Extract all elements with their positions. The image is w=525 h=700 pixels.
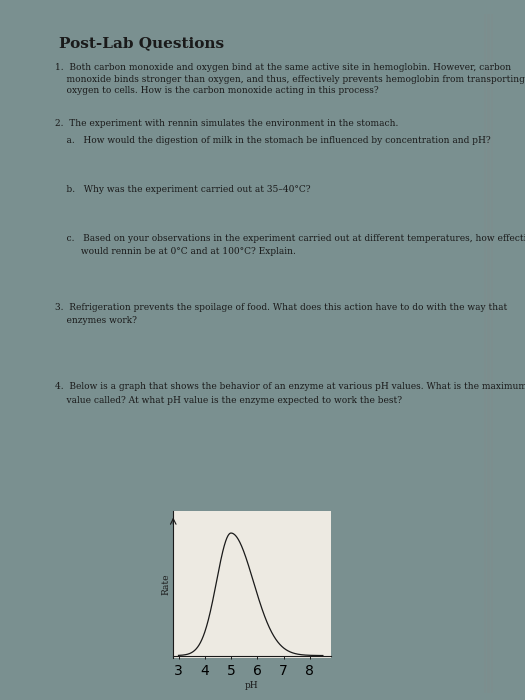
Text: 4.  Below is a graph that shows the behavior of an enzyme at various pH values. : 4. Below is a graph that shows the behav… — [55, 382, 525, 391]
Text: b.   Why was the experiment carried out at 35–40°C?: b. Why was the experiment carried out at… — [55, 185, 310, 194]
Text: 2.  The experiment with rennin simulates the environment in the stomach.: 2. The experiment with rennin simulates … — [55, 119, 398, 128]
Text: 1.  Both carbon monoxide and oxygen bind at the same active site in hemoglobin. : 1. Both carbon monoxide and oxygen bind … — [55, 63, 524, 95]
X-axis label: pH: pH — [245, 680, 259, 690]
Text: Post-Lab Questions: Post-Lab Questions — [59, 36, 224, 50]
Y-axis label: Rate: Rate — [162, 574, 171, 595]
Text: enzymes work?: enzymes work? — [55, 316, 136, 326]
Text: c.   Based on your observations in the experiment carried out at different tempe: c. Based on your observations in the exp… — [55, 234, 525, 243]
Text: a.   How would the digestion of milk in the stomach be influenced by concentrati: a. How would the digestion of milk in th… — [55, 136, 490, 145]
Text: would rennin be at 0°C and at 100°C? Explain.: would rennin be at 0°C and at 100°C? Exp… — [55, 247, 296, 256]
Text: value called? At what pH value is the enzyme expected to work the best?: value called? At what pH value is the en… — [55, 395, 402, 405]
Text: 3.  Refrigeration prevents the spoilage of food. What does this action have to d: 3. Refrigeration prevents the spoilage o… — [55, 303, 507, 312]
